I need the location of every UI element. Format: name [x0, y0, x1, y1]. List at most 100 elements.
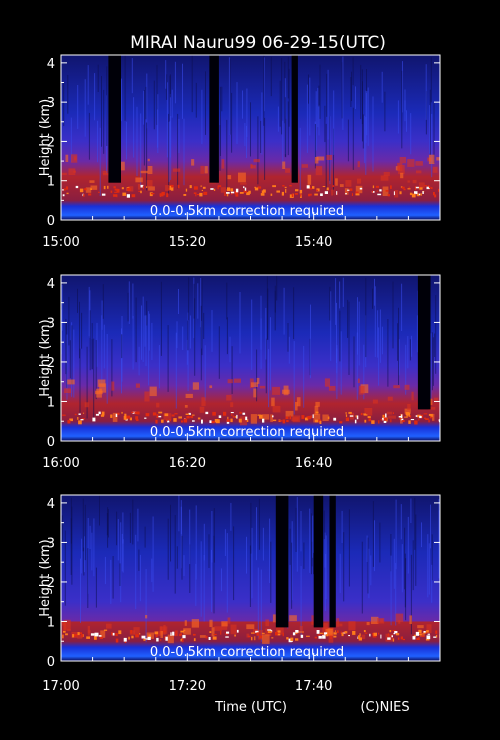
- noise-streak: [377, 310, 379, 358]
- cloud-speck: [309, 186, 311, 189]
- cloud-speck: [259, 416, 261, 418]
- aerosol-speck: [307, 174, 312, 185]
- noise-streak: [146, 122, 148, 191]
- y-tick-label: 4: [47, 57, 55, 72]
- noise-streak: [73, 329, 75, 398]
- noise-streak: [374, 286, 376, 358]
- cloud-speck: [376, 190, 379, 192]
- noise-streak: [122, 539, 124, 573]
- cloud-speck: [387, 194, 390, 197]
- cloud-speck: [164, 636, 166, 640]
- noise-streak: [211, 549, 212, 612]
- cloud-speck: [359, 633, 361, 637]
- cloud-speck: [226, 631, 230, 634]
- aerosol-speck: [239, 416, 248, 426]
- y-tick-label: 2: [47, 135, 55, 150]
- noise-streak: [270, 56, 272, 97]
- cloud-speck: [94, 636, 97, 640]
- cloud-speck: [363, 413, 367, 415]
- noise-streak: [156, 64, 158, 125]
- cloud-speck: [438, 419, 440, 423]
- noise-streak: [365, 116, 367, 175]
- cloud-speck: [319, 420, 322, 424]
- cloud-speck: [226, 192, 230, 194]
- cloud-speck: [115, 413, 118, 417]
- cloud-speck: [138, 190, 141, 192]
- noise-streak: [205, 71, 206, 135]
- cloud-speck: [101, 411, 105, 416]
- noise-streak: [293, 287, 295, 340]
- noise-streak: [365, 277, 367, 358]
- noise-streak: [231, 92, 233, 153]
- cloud-speck: [402, 420, 405, 422]
- noise-streak: [265, 338, 267, 394]
- y-tick-label: 3: [47, 536, 55, 551]
- cloud-speck: [309, 188, 313, 190]
- missing-data-column: [329, 495, 336, 628]
- noise-streak: [360, 64, 362, 120]
- aerosol-speck: [135, 383, 140, 388]
- noise-streak: [251, 527, 253, 599]
- noise-streak: [208, 534, 210, 568]
- cloud-speck: [156, 414, 159, 418]
- cloud-speck: [140, 184, 144, 188]
- cloud-speck: [315, 419, 319, 423]
- noise-streak: [348, 301, 350, 375]
- aerosol-speck: [398, 165, 405, 175]
- cloud-speck: [234, 191, 238, 195]
- noise-streak: [99, 127, 101, 196]
- noise-streak: [300, 511, 302, 552]
- cloud-speck: [197, 417, 201, 420]
- cloud-speck: [262, 418, 265, 423]
- cloud-speck: [107, 185, 109, 189]
- cloud-speck: [286, 420, 289, 423]
- noise-streak: [379, 522, 381, 563]
- cloud-speck: [393, 191, 395, 196]
- aerosol-speck: [129, 630, 136, 635]
- noise-streak: [193, 283, 195, 319]
- cloud-speck: [324, 632, 328, 635]
- noise-streak: [397, 323, 399, 361]
- noise-streak: [121, 533, 123, 572]
- aerosol-speck: [432, 166, 438, 173]
- noise-streak: [256, 349, 258, 402]
- panel-2: 0 1 2 3 4 16:00 16:20 16:40 Height (km) 0.0-0.5km…: [38, 274, 441, 471]
- cloud-speck: [347, 189, 350, 191]
- noise-streak: [203, 555, 205, 622]
- aerosol-speck: [68, 168, 76, 175]
- cloud-speck: [144, 638, 148, 640]
- noise-streak: [166, 74, 168, 100]
- cloud-speck: [134, 411, 138, 414]
- noise-streak: [414, 497, 416, 550]
- y-axis-label: Height (km): [38, 539, 53, 616]
- x-tick-label: 15:20: [169, 235, 206, 250]
- noise-streak: [427, 534, 429, 598]
- noise-streak: [152, 516, 154, 592]
- cloud-speck: [403, 188, 406, 191]
- noise-streak: [88, 112, 90, 160]
- cloud-speck: [316, 630, 320, 634]
- aerosol-speck: [272, 614, 278, 623]
- heatmap-2: [61, 275, 440, 441]
- noise-streak: [309, 508, 311, 573]
- cloud-speck: [92, 417, 96, 422]
- cloud-speck: [238, 418, 242, 423]
- y-tick-label: 4: [47, 277, 55, 292]
- noise-streak: [79, 348, 81, 413]
- noise-streak: [135, 297, 137, 363]
- aerosol-speck: [296, 631, 304, 634]
- cloud-speck: [426, 635, 431, 640]
- cloud-speck: [126, 194, 130, 198]
- noise-streak: [374, 520, 375, 572]
- cloud-speck: [372, 185, 375, 189]
- cloud-speck: [122, 192, 127, 196]
- cloud-speck: [230, 188, 234, 192]
- noise-streak: [430, 333, 432, 400]
- cloud-speck: [373, 632, 377, 636]
- cloud-speck: [208, 637, 211, 640]
- noise-streak: [367, 537, 369, 594]
- aerosol-speck: [67, 379, 75, 385]
- cloud-speck: [141, 635, 146, 639]
- cloud-speck: [152, 412, 157, 416]
